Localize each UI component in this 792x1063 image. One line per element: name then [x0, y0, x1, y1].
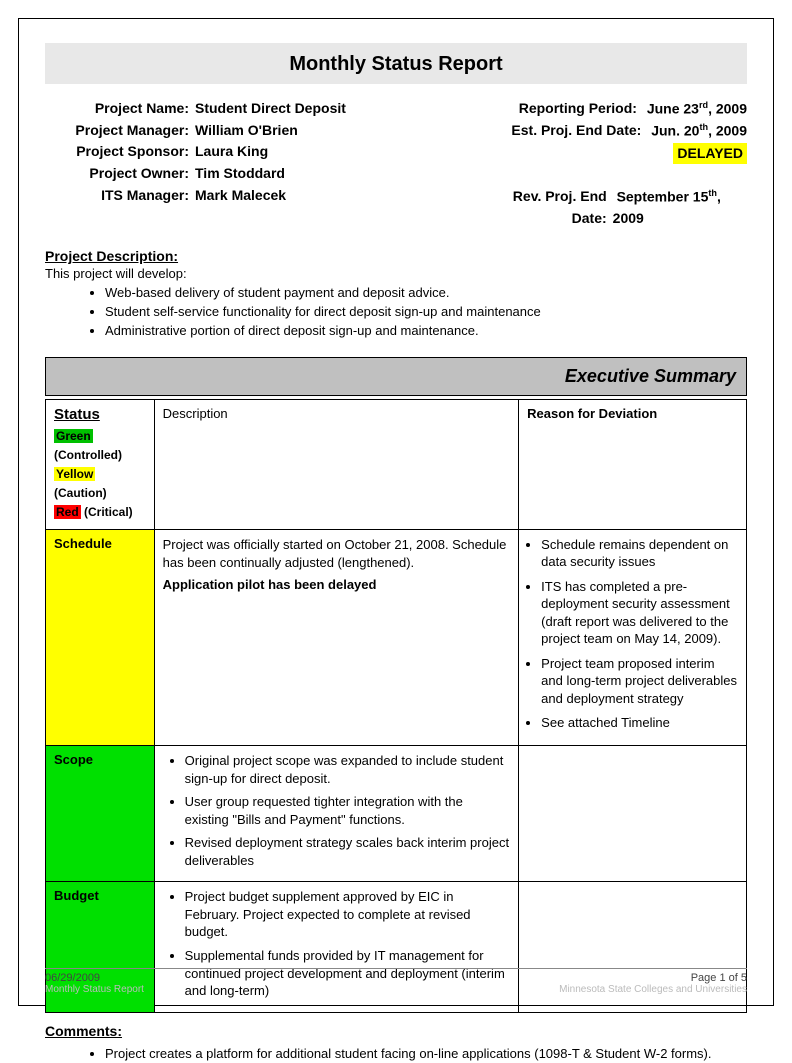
its-manager-label: ITS Manager: — [45, 185, 195, 207]
reason-col-header: Reason for Deviation — [519, 399, 747, 529]
comments-label: Comments: — [45, 1023, 747, 1039]
row-reason-schedule: Schedule remains dependent on data secur… — [519, 529, 747, 745]
legend-yellow: Yellow — [54, 467, 95, 481]
its-manager: Mark Malecek — [195, 185, 286, 207]
title-band: Monthly Status Report — [45, 43, 747, 84]
project-sponsor: Laura King — [195, 141, 268, 163]
footer-org: Minnesota State Colleges and Universitie… — [559, 984, 747, 995]
description-label: Project Description: — [45, 248, 747, 264]
status-table: Status Green (Controlled) Yellow (Cautio… — [45, 399, 747, 1013]
project-sponsor-label: Project Sponsor: — [45, 141, 195, 163]
est-end-date: Jun. 20th, 2009 — [647, 120, 747, 142]
comments-list: Project creates a platform for additiona… — [45, 1045, 747, 1063]
project-owner: Tim Stoddard — [195, 163, 285, 185]
comments-item: Project creates a platform for additiona… — [105, 1045, 747, 1063]
row-status-schedule: Schedule — [46, 529, 155, 745]
status-col-header: Status Green (Controlled) Yellow (Cautio… — [46, 399, 155, 529]
status-legend: Green (Controlled) Yellow (Caution) Red … — [54, 427, 146, 523]
row-reason-scope — [519, 746, 747, 882]
executive-summary-band: Executive Summary — [45, 357, 747, 396]
project-owner-label: Project Owner: — [45, 163, 195, 185]
project-name: Student Direct Deposit — [195, 98, 346, 120]
description-col-header: Description — [154, 399, 519, 529]
header-left: Project Name:Student Direct Deposit Proj… — [45, 98, 452, 230]
reporting-period: June 23rd, 2009 — [643, 98, 747, 120]
rev-end-label: Rev. Proj. End Date: — [482, 186, 613, 230]
project-manager-label: Project Manager: — [45, 120, 195, 142]
legend-red: Red — [54, 505, 81, 519]
table-row: Scope Original project scope was expande… — [46, 746, 747, 882]
footer-page: Page 1 of 5 — [559, 972, 747, 984]
legend-green: Green — [54, 429, 93, 443]
description-list: Web-based delivery of student payment an… — [45, 284, 747, 341]
page-footer: 06/29/2009 Monthly Status Report Page 1 … — [45, 968, 747, 995]
description-item: Administrative portion of direct deposit… — [105, 322, 747, 341]
row-status-scope: Scope — [46, 746, 155, 882]
description-intro: This project will develop: — [45, 266, 747, 281]
footer-date: 06/29/2009 — [45, 972, 144, 984]
table-header-row: Status Green (Controlled) Yellow (Cautio… — [46, 399, 747, 529]
table-row: Schedule Project was officially started … — [46, 529, 747, 745]
report-page: Monthly Status Report Project Name:Stude… — [18, 18, 774, 1006]
report-title: Monthly Status Report — [45, 53, 747, 76]
header-grid: Project Name:Student Direct Deposit Proj… — [45, 98, 747, 230]
reporting-period-label: Reporting Period: — [519, 98, 643, 120]
description-item: Web-based delivery of student payment an… — [105, 284, 747, 303]
rev-end-date: September 15th, 2009 — [613, 186, 747, 230]
delayed-badge: DELAYED — [673, 143, 747, 165]
row-desc-schedule: Project was officially started on Octobe… — [154, 529, 519, 745]
footer-subtitle: Monthly Status Report — [45, 984, 144, 995]
description-item: Student self-service functionality for d… — [105, 303, 747, 322]
row-desc-scope: Original project scope was expanded to i… — [154, 746, 519, 882]
project-manager: William O'Brien — [195, 120, 298, 142]
project-name-label: Project Name: — [45, 98, 195, 120]
est-end-label: Est. Proj. End Date: — [511, 120, 647, 142]
header-right: Reporting Period: June 23rd, 2009 Est. P… — [482, 98, 747, 230]
